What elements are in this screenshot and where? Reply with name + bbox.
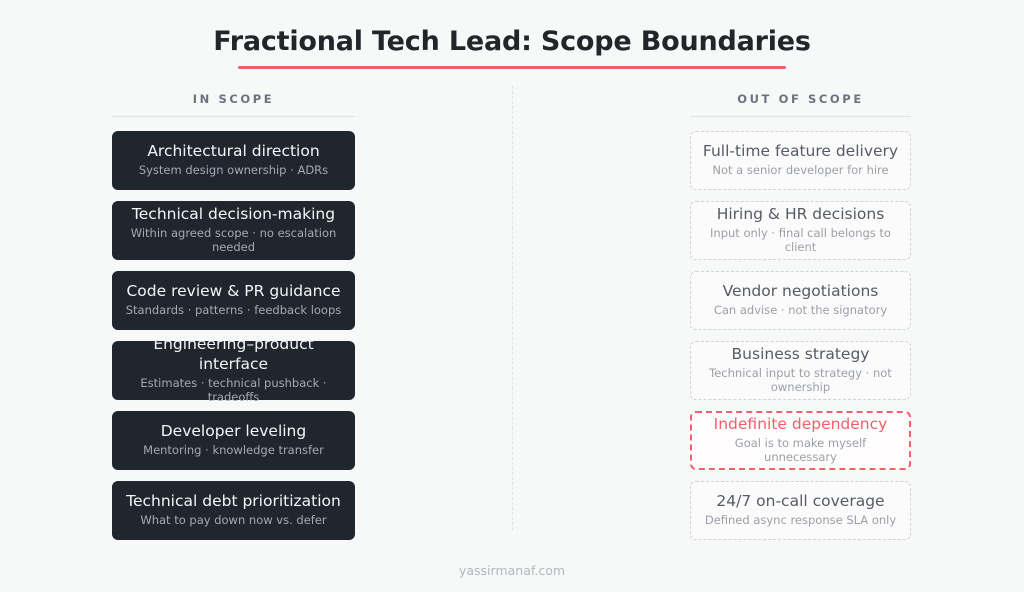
footer-attribution: yassirmanaf.com [458, 563, 566, 578]
in-scope-card[interactable]: Developer leveling Mentoring · knowledge… [112, 411, 355, 470]
out-of-scope-card[interactable]: Business strategy Technical input to str… [690, 341, 911, 400]
out-of-scope-card[interactable]: Full-time feature delivery Not a senior … [690, 131, 911, 190]
card-subtitle: What to pay down now vs. defer [140, 513, 327, 528]
out-of-scope-card[interactable]: Hiring & HR decisions Input only · final… [690, 201, 911, 260]
card-subtitle: Defined async response SLA only [704, 513, 897, 528]
card-title: Code review & PR guidance [126, 281, 341, 300]
page-title: Fractional Tech Lead: Scope Boundaries [213, 26, 811, 57]
card-title: Technical debt prioritization [126, 491, 341, 510]
in-scope-card[interactable]: Code review & PR guidance Standards · pa… [112, 271, 355, 330]
out-of-scope-card-highlighted[interactable]: Indefinite dependency Goal is to make my… [690, 411, 911, 470]
out-of-scope-card[interactable]: 24/7 on-call coverage Defined async resp… [690, 481, 911, 540]
card-title: Full-time feature delivery [702, 141, 899, 160]
card-title: Indefinite dependency [713, 415, 888, 434]
card-title: Engineering–product interface [153, 335, 314, 373]
card-title: Architectural direction [147, 141, 320, 160]
out-of-scope-heading: OUT OF SCOPE [737, 92, 864, 106]
in-scope-card[interactable]: Engineering–product interface Estimates … [112, 335, 355, 404]
card-subtitle: System design ownership · ADRs [138, 163, 329, 178]
card-title: Vendor negotiations [722, 281, 879, 300]
in-scope-heading-rule [112, 116, 355, 117]
in-scope-column: IN SCOPE Architectural direction System … [0, 92, 401, 551]
card-title: 24/7 on-call coverage [716, 491, 885, 510]
out-of-scope-column: OUT OF SCOPE Full-time feature delivery … [623, 92, 1024, 551]
card-subtitle: Within agreed scope · no escalation need… [130, 226, 337, 255]
card-subtitle: Mentoring · knowledge transfer [143, 443, 324, 458]
card-title: Technical decision-making [131, 205, 336, 224]
in-scope-heading: IN SCOPE [192, 92, 275, 106]
card-subtitle: Can advise · not the signatory [713, 303, 888, 318]
title-block: Fractional Tech Lead: Scope Boundaries [0, 0, 1024, 70]
card-subtitle: Goal is to make myself unnecessary [734, 436, 867, 465]
card-title: Hiring & HR decisions [716, 205, 885, 224]
column-divider [512, 86, 513, 530]
card-subtitle: Technical input to strategy · not owners… [709, 366, 892, 395]
title-accent-underline [238, 66, 786, 70]
in-scope-card[interactable]: Technical debt prioritization What to pa… [112, 481, 355, 540]
out-of-scope-card[interactable]: Vendor negotiations Can advise · not the… [690, 271, 911, 330]
out-of-scope-card-list: Full-time feature delivery Not a senior … [690, 131, 911, 540]
scope-columns: IN SCOPE Architectural direction System … [0, 92, 1024, 551]
out-of-scope-heading-rule [690, 116, 911, 117]
card-subtitle: Estimates · technical pushback · tradeof… [140, 376, 327, 404]
card-subtitle: Input only · final call belongs to clien… [710, 226, 891, 255]
card-title: Business strategy [731, 345, 870, 364]
card-subtitle: Standards · patterns · feedback loops [125, 303, 342, 318]
card-subtitle: Not a senior developer for hire [712, 163, 889, 178]
card-title: Developer leveling [160, 421, 307, 440]
in-scope-card[interactable]: Architectural direction System design ow… [112, 131, 355, 190]
in-scope-card[interactable]: Technical decision-making Within agreed … [112, 201, 355, 260]
in-scope-card-list: Architectural direction System design ow… [112, 131, 355, 540]
